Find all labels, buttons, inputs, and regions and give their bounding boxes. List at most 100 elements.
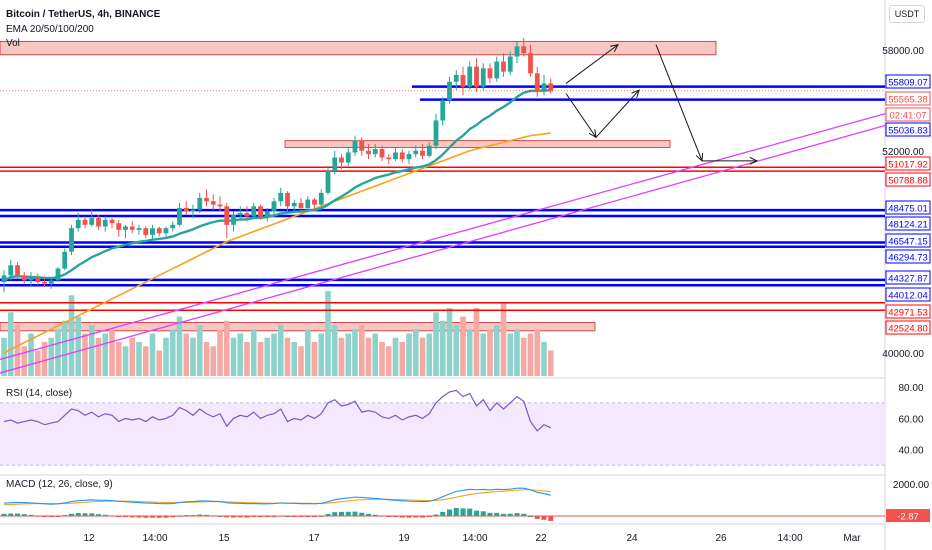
volume-bar	[520, 337, 527, 376]
macd-histogram-bar	[534, 516, 540, 519]
ema-20-line	[3, 89, 551, 282]
candle-body	[183, 207, 189, 212]
price-label: 46294.73	[888, 253, 928, 264]
projection-arrowhead	[749, 156, 759, 165]
price-tick-label: 52000.00	[882, 147, 924, 158]
macd-histogram-bar	[231, 516, 236, 518]
macd-histogram-bar	[440, 511, 446, 516]
volume-bar	[352, 329, 358, 376]
volume-bar	[210, 346, 217, 376]
macd-line	[3, 487, 551, 505]
volume-bar	[88, 325, 95, 376]
trendline	[0, 124, 886, 374]
rsi-band	[0, 402, 885, 466]
volume-bar	[149, 333, 156, 376]
price-label: 44327.87	[888, 274, 928, 285]
macd-histogram-bar	[325, 513, 331, 516]
macd-histogram-bar	[143, 516, 149, 518]
macd-histogram-bar	[521, 513, 527, 516]
candle-body	[480, 68, 486, 87]
volume-bar	[217, 329, 223, 376]
volume-bar	[250, 329, 257, 376]
macd-histogram-bar	[15, 513, 20, 516]
macd-histogram-bar	[366, 513, 371, 516]
candle-body	[372, 149, 378, 155]
volume-bar	[1, 337, 7, 376]
volume-bar	[325, 291, 331, 376]
volume-bar	[122, 346, 129, 376]
resistance-zone	[0, 40, 717, 56]
volume-bar	[109, 329, 115, 376]
time-tick-label: 14:00	[462, 533, 487, 544]
candle-body	[163, 228, 169, 234]
time-tick-label: 19	[398, 533, 410, 544]
price-tick-label: 58000.00	[882, 46, 924, 57]
price-label-box	[885, 122, 931, 137]
price-label-box	[885, 200, 931, 215]
time-tick-label: 14:00	[142, 533, 167, 544]
volume-bar	[68, 295, 75, 376]
macd-histogram-bar	[480, 511, 486, 516]
volume-bar	[372, 333, 379, 376]
volume-bar	[223, 320, 230, 376]
candle-body	[231, 214, 236, 225]
volume-bar	[28, 333, 34, 376]
volume-bar	[237, 333, 244, 376]
price-label-box	[885, 320, 931, 335]
candle-body	[143, 228, 149, 235]
candle-body	[312, 199, 317, 205]
volume-bar	[473, 308, 480, 376]
candle-body	[393, 152, 398, 160]
volume-bar	[203, 342, 210, 376]
candle-body	[123, 226, 128, 230]
candle-body	[170, 224, 176, 229]
candle-body	[467, 66, 473, 87]
macd-signal-line	[3, 489, 551, 506]
volume-bar	[399, 342, 406, 376]
macd-histogram-bar	[372, 514, 378, 516]
volume-bar	[493, 325, 500, 376]
macd-histogram-bar	[237, 516, 243, 518]
volume-bar	[331, 325, 338, 376]
candle-body	[487, 68, 493, 79]
candle-body	[352, 140, 358, 153]
candle-body	[528, 53, 533, 74]
time-tick-label: Mar	[843, 533, 861, 544]
volume-bar	[291, 342, 298, 376]
macd-histogram-bar	[102, 514, 108, 516]
volume-bar	[34, 350, 41, 376]
currency-button[interactable]: USDT	[889, 5, 925, 23]
macd-histogram-bar	[548, 516, 554, 521]
price-label-box	[885, 249, 931, 264]
macd-histogram-bar	[399, 516, 405, 518]
macd-histogram-bar	[156, 516, 162, 518]
candle-body	[204, 197, 209, 202]
candle-body	[15, 265, 20, 276]
volume-bar	[392, 337, 399, 376]
time-tick-label: 14:00	[777, 533, 802, 544]
projection-path	[565, 44, 619, 84]
price-label: 48475.01	[888, 204, 928, 215]
volume-bar	[102, 333, 109, 376]
candle-body	[96, 218, 101, 227]
projection-path	[655, 44, 703, 162]
candle-body	[210, 201, 216, 205]
volume-bar	[196, 325, 203, 376]
volume-bar	[446, 308, 453, 376]
candle-body	[55, 268, 61, 281]
price-label: 55809.07	[888, 78, 928, 89]
volume-bar	[7, 312, 14, 376]
macd-histogram-bar	[129, 516, 135, 518]
macd-histogram-bar	[501, 513, 506, 516]
candle-body	[345, 152, 351, 163]
volume-bar	[487, 329, 493, 376]
volume-bar	[379, 342, 385, 376]
candle-body	[42, 282, 47, 284]
price-label-box	[885, 270, 931, 285]
macd-histogram-bar	[75, 513, 81, 516]
macd-histogram-bar	[507, 513, 513, 516]
volume-bar	[419, 337, 426, 376]
candle-body	[420, 150, 425, 156]
volume-bar	[453, 325, 460, 376]
